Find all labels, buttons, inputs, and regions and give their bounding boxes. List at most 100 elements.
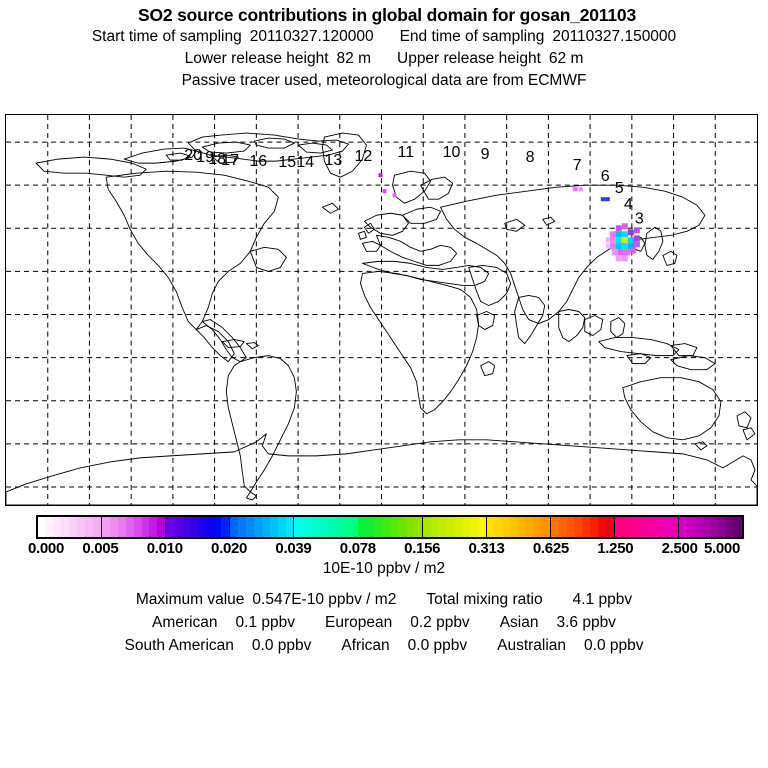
traj-label-4: 4	[624, 195, 633, 213]
colorbar-step-0-2	[53, 517, 62, 537]
colorbar-step-9-2	[630, 517, 639, 537]
colorbar-tick-2: 0.010	[146, 540, 183, 557]
colorbar-step-1-7	[157, 517, 166, 537]
colorbar-step-7-6	[534, 517, 542, 537]
colorbar-tick-labels: 0.000 0.005 0.010 0.020 0.039 0.078 0.156 0.313…	[0, 540, 768, 558]
colorbar-step-10-0	[678, 517, 687, 537]
global-map-panel: 20 19 18 17 16 15 14 13 12 11 10 9 8 7 6…	[5, 114, 758, 506]
colorbar-step-5-3	[382, 517, 391, 537]
colorbar-step-9-7	[670, 517, 678, 537]
colorbar-step-7-0	[486, 517, 495, 537]
colorbar-step-10-2	[694, 517, 703, 537]
total-mixing-label: Total mixing ratio	[426, 591, 543, 608]
traj-label-8: 8	[526, 148, 535, 166]
colorbar-step-3-4	[261, 517, 270, 537]
colorbar-segment-7	[486, 517, 551, 537]
colorbar-step-8-3	[574, 517, 583, 537]
traj-label-6: 6	[601, 167, 610, 185]
lower-release-value: 82 m	[336, 50, 371, 67]
colorbar-step-9-4	[646, 517, 655, 537]
colorbar-step-2-6	[213, 517, 222, 537]
colorbar-step-8-5	[590, 517, 599, 537]
colorbar-segment-8	[550, 517, 615, 537]
traj-label-11: 11	[398, 143, 415, 161]
colorbar-tick-0: 0.000	[27, 540, 65, 557]
colorbar	[36, 515, 744, 539]
colorbar-segment-10	[678, 517, 743, 537]
colorbar-step-0-5	[77, 517, 86, 537]
colorbar-step-6-1	[430, 517, 439, 537]
colorbar-segment-9	[614, 517, 679, 537]
colorbar-step-9-6	[662, 517, 671, 537]
colorbar-segment-3	[230, 517, 295, 537]
colorbar-step-7-5	[526, 517, 534, 537]
colorbar-step-10-3	[702, 517, 711, 537]
total-mixing-value: 4.1 ppbv	[572, 591, 633, 608]
upper-release-label: Upper release height	[397, 50, 541, 67]
colorbar-step-5-4	[390, 517, 398, 537]
colorbar-tick-11: 5.000	[703, 540, 741, 557]
traj-label-10: 10	[443, 143, 461, 161]
page-title: SO2 source contributions in global domai…	[138, 5, 636, 25]
sampling-time-line: Start time of sampling 20110327.120000 End…	[0, 26, 768, 48]
colorbar-step-7-7	[541, 517, 550, 537]
colorbar-step-4-4	[325, 517, 334, 537]
traj-label-5: 5	[615, 179, 624, 197]
colorbar-segment-6	[422, 517, 487, 537]
colorbar-segment-5	[358, 517, 423, 537]
traj-label-18: 18	[208, 150, 226, 168]
stat-line-regions-1: American 0.1 ppbv European 0.2 ppbv Asian 3.6…	[0, 611, 768, 634]
statistics-block: Maximum value 0.547E-10 ppbv / m2 Total mi…	[0, 588, 768, 657]
traj-label-20: 20	[184, 146, 202, 164]
colorbar-step-4-5	[333, 517, 342, 537]
region-value-american: 0.1 ppbv	[235, 614, 295, 631]
colorbar-step-4-7	[349, 517, 358, 537]
colorbar-step-6-2	[438, 517, 447, 537]
release-height-line: Lower release height 82 m Upper release he…	[0, 48, 768, 70]
traj-label-7: 7	[573, 156, 582, 174]
colorbar-tick-5: 0.078	[339, 540, 376, 557]
colorbar-step-8-0	[550, 517, 559, 537]
colorbar-step-10-7	[734, 517, 743, 537]
colorbar-step-8-6	[598, 517, 606, 537]
colorbar-segment-4	[294, 517, 359, 537]
colorbar-step-0-1	[45, 517, 54, 537]
stat-line-max: Maximum value 0.547E-10 ppbv / m2 Total mi…	[0, 588, 768, 611]
colorbar-step-1-0	[102, 517, 110, 537]
colorbar-step-10-6	[726, 517, 735, 537]
colorbar-step-6-0	[422, 517, 431, 537]
traj-label-19: 19	[196, 148, 214, 166]
colorbar-step-3-7	[285, 517, 294, 537]
lower-release-label: Lower release height	[184, 50, 329, 67]
end-time-value: 20110327.150000	[552, 28, 677, 45]
colorbar-segment-1	[102, 517, 167, 537]
figure-header: SO2 source contributions in global domai…	[0, 0, 768, 92]
colorbar-tick-10: 2.500	[661, 540, 698, 557]
colorbar-step-10-5	[718, 517, 727, 537]
colorbar-step-6-6	[469, 517, 478, 537]
colorbar-step-7-3	[510, 517, 519, 537]
colorbar-step-8-7	[605, 517, 614, 537]
colorbar-tick-3: 0.020	[211, 540, 248, 557]
traj-label-9: 9	[481, 145, 490, 163]
colorbar-step-0-3	[61, 517, 70, 537]
upper-release-value: 62 m	[548, 50, 584, 67]
colorbar-step-9-5	[654, 517, 663, 537]
colorbar-step-4-2	[310, 517, 319, 537]
region-label-african: African	[341, 637, 390, 654]
traj-label-3: 3	[635, 209, 644, 227]
region-value-australian: 0.0 ppbv	[584, 637, 644, 654]
colorbar-step-2-0	[166, 517, 175, 537]
region-label-south-american: South American	[124, 637, 234, 654]
colorbar-step-4-0	[294, 517, 303, 537]
colorbar-step-0-6	[85, 517, 94, 537]
colorbar-step-2-2	[181, 517, 190, 537]
traj-label-13: 13	[324, 151, 342, 169]
colorbar-step-5-5	[397, 517, 406, 537]
colorbar-step-5-6	[405, 517, 414, 537]
colorbar-step-10-1	[686, 517, 695, 537]
region-value-south-american: 0.0 ppbv	[251, 637, 312, 654]
colorbar-tick-8: 0.625	[532, 540, 569, 557]
colorbar-tick-9: 1.250	[597, 540, 634, 557]
region-label-asian: Asian	[499, 614, 539, 631]
